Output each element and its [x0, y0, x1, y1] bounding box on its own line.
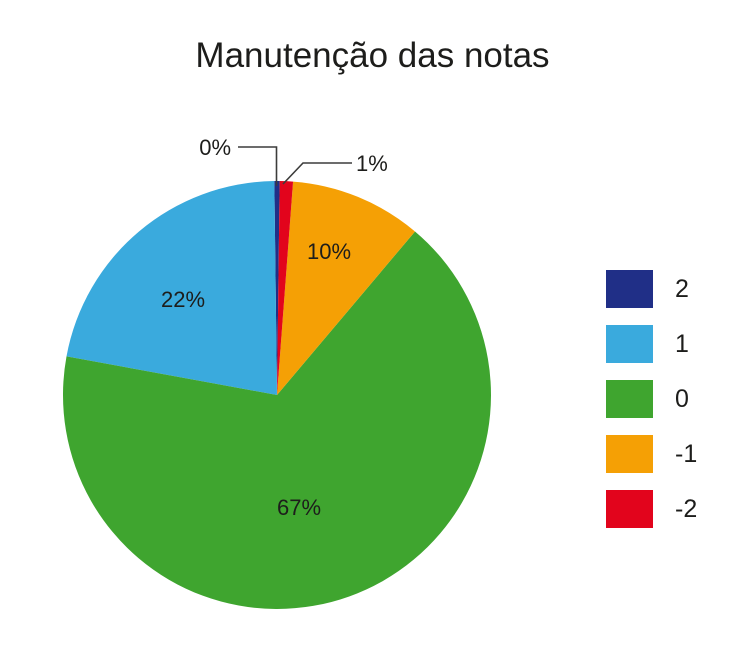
pie-slice-0 — [62, 231, 491, 609]
slice-label-1: 22% — [161, 287, 205, 312]
slice-label-0: 67% — [277, 495, 321, 520]
leader-line-slice-2 — [238, 146, 278, 186]
legend-swatch-neg-2 — [606, 490, 653, 528]
legend-swatch-2 — [606, 270, 653, 308]
slice-label-neg-1: 10% — [307, 239, 351, 264]
pie-slice-neg-1 — [277, 181, 416, 395]
legend-label-1: 1 — [675, 329, 689, 358]
legend-label-0: 0 — [675, 384, 689, 413]
legend-swatch-neg-1 — [606, 435, 653, 473]
pie-slice-neg-2 — [277, 181, 294, 395]
legend-item-1: 1 — [606, 325, 697, 363]
legend-item-neg-1: -1 — [606, 435, 697, 473]
slice-label-2: 0% — [199, 135, 231, 160]
pie-slices — [62, 181, 491, 609]
legend-label-neg-1: -1 — [675, 439, 698, 468]
legend-label-2: 2 — [675, 274, 689, 303]
leader-line-slice-neg-2 — [282, 162, 352, 185]
pie-slice-2 — [274, 181, 280, 395]
legend-label-neg-2: -2 — [675, 494, 698, 523]
legend-swatch-0 — [606, 380, 653, 418]
chart-title: Manutenção das notas — [195, 36, 550, 75]
legend-item-0: 0 — [606, 380, 697, 418]
pie-slice-labels: 22% 67% 10% — [161, 239, 351, 520]
legend-item-neg-2: -2 — [606, 490, 697, 528]
legend-swatch-1 — [606, 325, 653, 363]
legend-item-2: 2 — [606, 270, 697, 308]
slice-label-neg-2: 1% — [356, 151, 388, 176]
legend: 2 1 0 -1 -2 — [606, 270, 697, 545]
callout-lines — [238, 146, 352, 186]
pie-slice-1 — [66, 181, 277, 395]
